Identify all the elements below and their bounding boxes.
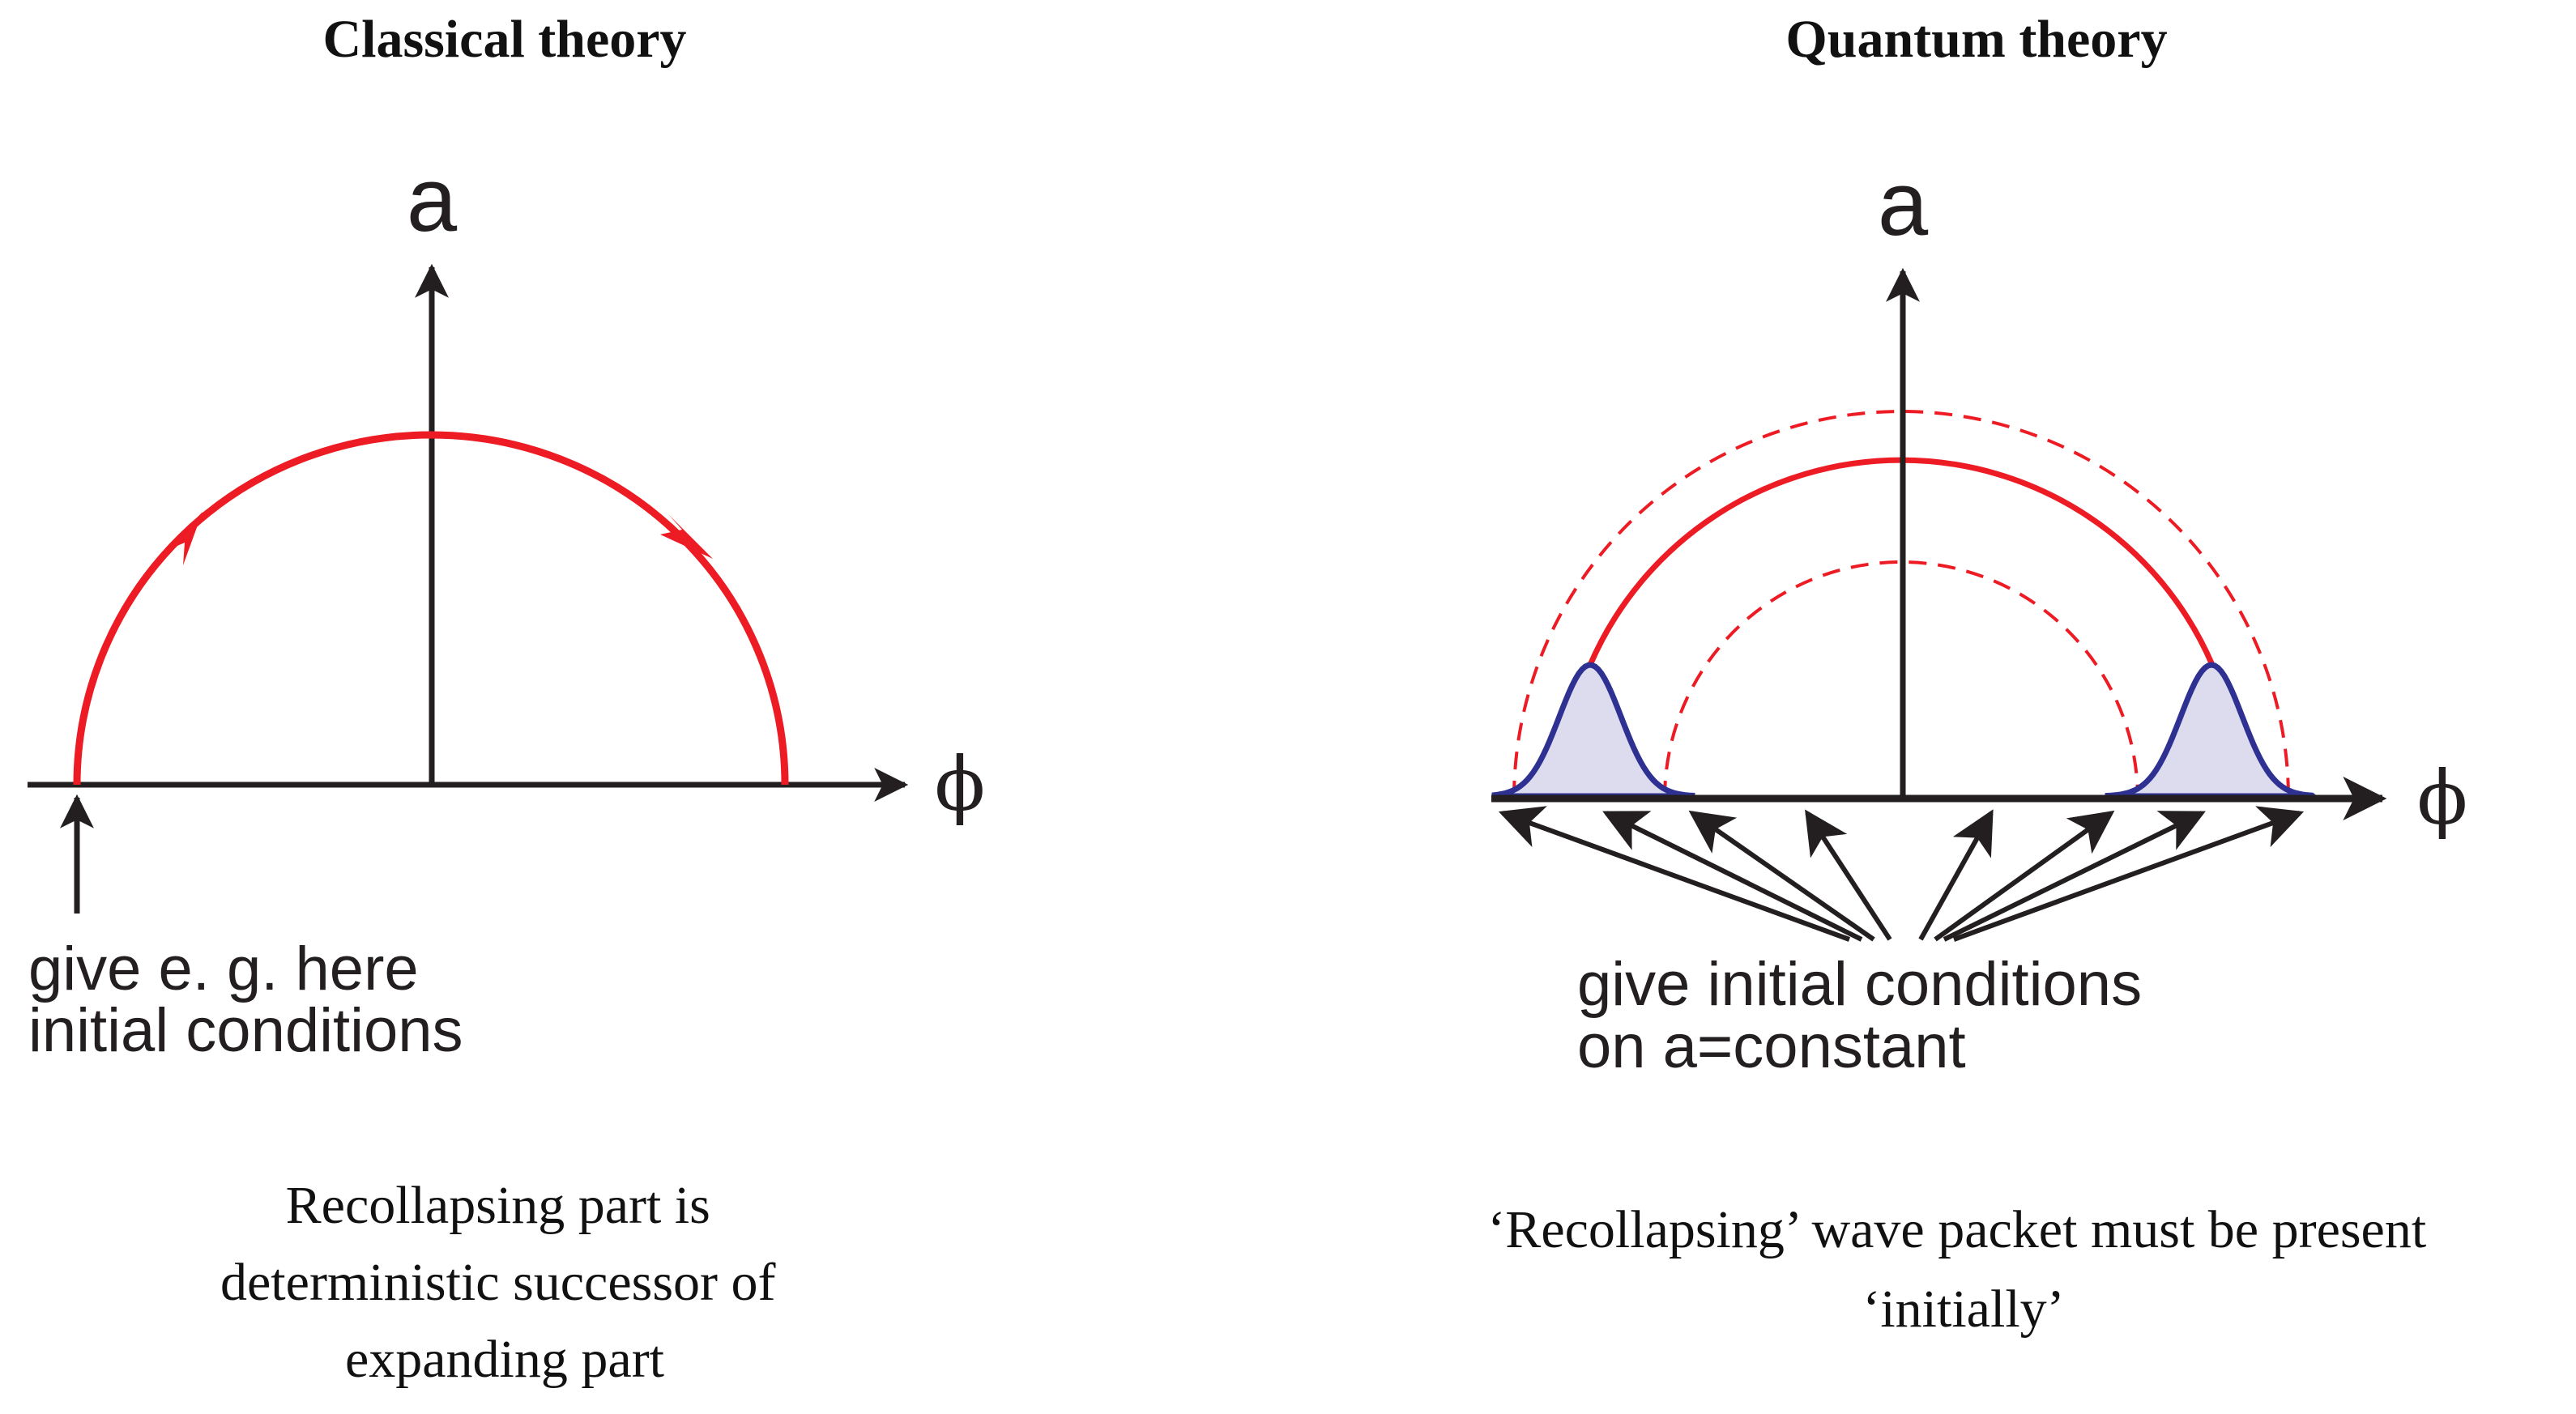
quantum-caption: ‘Recollapsing’ wave packet must be prese…: [1487, 1200, 2439, 1339]
trajectory-direction-arrow-up: [166, 512, 203, 565]
classical-a-label: a: [407, 149, 458, 250]
initial-condition-arrow: [1805, 809, 1892, 941]
inner-dashed-trajectory: [1663, 560, 2139, 799]
trajectory-direction-arrow-down: [660, 514, 713, 559]
initial-condition-arrow: [1498, 806, 1851, 942]
classical-trajectory: [73, 431, 789, 786]
initial-condition-arrow: [1934, 810, 2115, 942]
quantum-annotation: give initial conditions on a=constant: [1577, 950, 2159, 1081]
initial-condition-arrow: [1943, 811, 2206, 942]
quantum-a-label: a: [1878, 153, 1929, 254]
quantum-phi-label: ϕ: [2417, 755, 2468, 841]
initial-condition-arrow: [1602, 811, 1863, 942]
classical-panel: Classical theory a ϕ give e. g. here ini…: [28, 10, 985, 1389]
classical-caption: Recollapsing part is deterministic succe…: [220, 1176, 789, 1389]
right-wave-packet: [2105, 662, 2321, 799]
classical-annotation: give e. g. here initial conditions: [28, 935, 463, 1065]
quantum-title: Quantum theory: [1785, 10, 2167, 69]
initial-condition-arrow: [1918, 809, 1994, 941]
left-wave-packet: [1491, 662, 1695, 799]
initial-condition-arrow: [1952, 806, 2305, 942]
outer-dashed-trajectory: [1512, 410, 2290, 799]
quantum-panel: Quantum theory a ϕ give initial conditio…: [1487, 10, 2467, 1339]
classical-phi-label: ϕ: [935, 741, 986, 828]
initial-condition-arrows: [1498, 806, 2305, 942]
initial-condition-arrow: [1688, 810, 1875, 942]
classical-title: Classical theory: [322, 10, 686, 69]
